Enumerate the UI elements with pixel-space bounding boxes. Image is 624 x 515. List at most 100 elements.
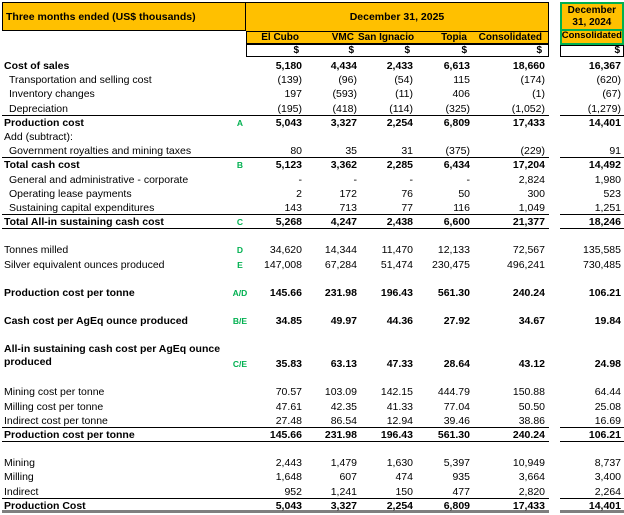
row-label: Production Cost [4,499,86,511]
cell-topia: 6,809 [443,499,470,512]
cell-topia: - [466,173,471,186]
cell-vmc: 607 [339,471,357,484]
cell-consolidated: 240.24 [512,287,545,299]
column-gap [549,385,560,399]
column-gap [549,59,560,73]
column-gap [549,343,560,371]
row-left-section: Total cash cost B 5,123 3,362 2,285 6,43… [2,158,549,172]
cell-el-cubo: 80 [290,145,302,158]
cell-consolidated: (1) [532,88,545,101]
cell-consolidated-2024: 3,400 [594,471,621,484]
cell-consolidated-2024 [560,130,624,144]
row-label: Production cost per tonne [4,287,135,299]
cell-topia: 5,397 [443,457,470,470]
row-reference-letter [230,144,250,157]
cell-consolidated: 3,664 [518,471,545,484]
column-header-consolidated: Consolidated [478,32,542,43]
row-reference-letter [230,187,250,201]
spacer-row [2,300,624,314]
cell-consolidated: 17,204 [512,159,545,172]
table-body: Cost of sales 5,180 4,434 2,433 6,613 18… [2,59,624,514]
row-reference-letter [230,456,250,470]
column-header-vmc: VMC [331,32,354,43]
row-reference-letter: C/E [232,358,248,369]
column-header-consolidated-2024: Consolidated [559,31,624,45]
currency-symbol: $ [404,45,410,56]
period-2024-header: December 31, 2024 [559,2,624,31]
cell-topia: 6,600 [443,216,470,229]
row-reference-letter: B [236,160,244,171]
cell-consolidated-2024: 106.21 [588,287,621,299]
cell-consolidated: (229) [520,145,545,158]
cell-san-ignacio: 47.33 [386,357,413,370]
cell-el-cubo: 145.66 [269,428,302,441]
row-left-section: Government royalties and mining taxes 80… [2,144,549,159]
column-gap [549,87,560,101]
row-left-section: Add (subtract): [2,130,549,144]
cell-consolidated: 43.12 [518,357,545,370]
cell-san-ignacio: 196.43 [380,287,413,299]
cell-el-cubo: (195) [277,102,302,115]
cell-vmc: 3,327 [330,499,357,512]
cell-el-cubo: - [298,173,303,186]
cell-consolidated: 300 [527,187,545,200]
table-row: Government royalties and mining taxes 80… [2,144,624,159]
spacer-row [2,229,624,243]
cell-vmc: 3,327 [330,116,357,129]
cell-topia: 935 [452,471,470,484]
column-gap [549,485,560,499]
table-title: Three months ended (US$ thousands) [2,2,246,31]
table-row: Mining 2,443 1,479 1,630 5,397 10,949 8,… [2,456,624,470]
row-label: General and administrative - corporate [9,173,189,186]
cell-san-ignacio: 196.43 [380,428,413,441]
table-row: General and administrative - corporate -… [2,173,624,187]
cell-san-ignacio: 2,285 [386,159,413,172]
currency-symbol: $ [461,45,467,56]
cell-topia [417,130,474,144]
cell-vmc: 35 [345,145,357,158]
cell-consolidated-2024: 2,264 [559,485,624,499]
cell-topia: 561.30 [437,428,470,441]
cell-el-cubo: 5,123 [275,159,302,172]
cell-el-cubo: 5,180 [275,60,302,72]
table-row: Sustaining capital expenditures 143 713 … [2,201,624,216]
cell-san-ignacio: 41.33 [386,400,413,413]
cell-topia: 477 [452,485,470,498]
cell-vmc: 4,247 [330,216,357,229]
column-gap [549,73,560,87]
table-row: Indirect cost per tonne 27.48 86.54 12.9… [2,414,624,428]
row-reference-letter [230,59,250,73]
row-reference-letter: D [236,245,244,256]
cell-consolidated-2024: 19.84 [594,315,621,328]
table-row: Milling 1,648 607 474 935 3,664 3,400 [2,470,624,484]
cell-consolidated-2024: 14,492 [588,159,621,172]
table-row: All-in sustaining cash cost per AgEq oun… [2,343,624,371]
cell-vmc: - [353,173,358,186]
currency-symbol: $ [293,45,299,56]
cell-el-cubo [250,130,306,144]
cell-vmc: (418) [332,102,357,115]
cell-el-cubo: 34,620 [269,244,302,257]
cell-consolidated-2024: 523 [603,187,621,200]
cell-vmc: 4,434 [330,60,357,72]
cell-vmc: 3,362 [330,159,357,172]
cell-consolidated-2024: 18,246 [559,215,624,230]
table-header: Three months ended (US$ thousands) Decem… [2,2,624,57]
row-label: Add (subtract): [4,130,73,143]
column-gap [549,414,560,428]
cell-consolidated: 496,241 [507,258,545,271]
cell-el-cubo: 5,043 [275,499,302,512]
table-row: Depreciation (195) (418) (114) (325) (1,… [2,102,624,116]
row-label: Total cash cost [4,159,80,172]
cell-topia: 50 [458,187,470,200]
table-row: Cost of sales 5,180 4,434 2,433 6,613 18… [2,59,624,73]
row-reference-letter [230,428,250,441]
cell-san-ignacio: 12.94 [386,414,413,427]
currency-row: $ $ $ $ $ [246,44,549,57]
table-row: Total cash cost B 5,123 3,362 2,285 6,43… [2,158,624,172]
cell-topia: 115 [453,74,470,87]
header-left-block: Three months ended (US$ thousands) Decem… [2,2,549,57]
column-gap [549,400,560,414]
row-left-section: Cost of sales 5,180 4,434 2,433 6,613 18… [2,59,549,73]
cell-consolidated-2024: 8,737 [594,457,621,470]
